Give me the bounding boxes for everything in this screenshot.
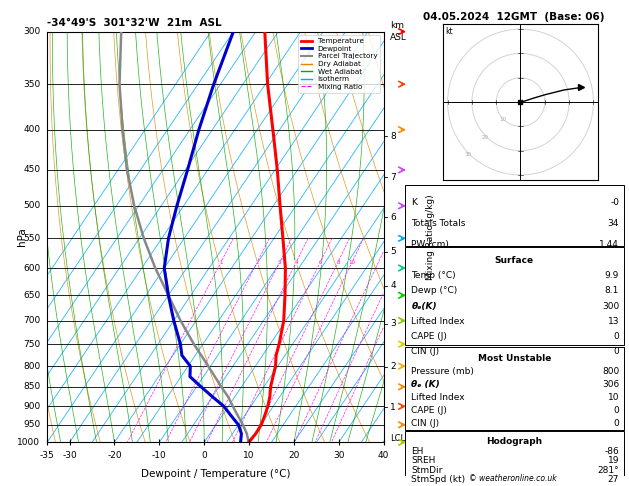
Text: 30: 30 <box>464 152 472 157</box>
Text: 300: 300 <box>602 302 619 311</box>
Text: 6: 6 <box>318 260 322 265</box>
Text: 350: 350 <box>23 80 40 88</box>
Text: 4: 4 <box>391 281 396 290</box>
Text: 20: 20 <box>482 135 489 139</box>
Text: 0: 0 <box>613 419 619 429</box>
Bar <box>405 247 623 345</box>
Text: 550: 550 <box>23 234 40 243</box>
Text: Pressure (mb): Pressure (mb) <box>411 367 474 376</box>
Text: 650: 650 <box>23 291 40 300</box>
Text: -86: -86 <box>604 447 619 455</box>
Text: θₑ (K): θₑ (K) <box>411 380 440 389</box>
Text: LCL: LCL <box>391 434 406 443</box>
Text: θₑ(K): θₑ(K) <box>411 302 437 311</box>
Text: -0: -0 <box>610 198 619 207</box>
Text: 19: 19 <box>608 456 619 465</box>
Bar <box>405 185 623 246</box>
Text: 20: 20 <box>288 451 299 460</box>
Text: 2: 2 <box>391 363 396 371</box>
Text: 800: 800 <box>23 362 40 371</box>
Text: 0: 0 <box>201 451 207 460</box>
Text: -34°49'S  301°32'W  21m  ASL: -34°49'S 301°32'W 21m ASL <box>47 18 222 28</box>
Text: K: K <box>411 198 418 207</box>
Text: 27: 27 <box>608 475 619 485</box>
Text: Mixing Ratio (g/kg): Mixing Ratio (g/kg) <box>426 194 435 280</box>
Text: 8: 8 <box>391 132 396 141</box>
Text: -35: -35 <box>40 451 55 460</box>
Text: 40: 40 <box>378 451 389 460</box>
Text: 4: 4 <box>294 260 298 265</box>
Text: CIN (J): CIN (J) <box>411 347 440 356</box>
Text: 700: 700 <box>23 316 40 325</box>
Text: CAPE (J): CAPE (J) <box>411 332 447 341</box>
Text: Totals Totals: Totals Totals <box>411 219 466 228</box>
Text: 3: 3 <box>391 319 396 329</box>
Text: 600: 600 <box>23 263 40 273</box>
Bar <box>405 431 623 476</box>
Text: 13: 13 <box>608 317 619 326</box>
Text: 0: 0 <box>613 406 619 416</box>
Text: EH: EH <box>411 447 424 455</box>
Text: 950: 950 <box>23 420 40 429</box>
Text: Temp (°C): Temp (°C) <box>411 271 456 280</box>
Text: 30: 30 <box>333 451 345 460</box>
Text: Lifted Index: Lifted Index <box>411 317 465 326</box>
Text: 281°: 281° <box>598 466 619 475</box>
Text: 7: 7 <box>391 173 396 182</box>
Legend: Temperature, Dewpoint, Parcel Trajectory, Dry Adiabat, Wet Adiabat, Isotherm, Mi: Temperature, Dewpoint, Parcel Trajectory… <box>298 35 380 93</box>
Text: 10: 10 <box>348 260 355 265</box>
Text: 0: 0 <box>613 347 619 356</box>
Text: 850: 850 <box>23 382 40 391</box>
Bar <box>405 347 623 430</box>
Text: 1.44: 1.44 <box>599 240 619 249</box>
Text: 6: 6 <box>391 213 396 222</box>
Text: SREH: SREH <box>411 456 436 465</box>
Text: 10: 10 <box>608 393 619 402</box>
Text: 300: 300 <box>23 27 40 36</box>
Text: 10: 10 <box>499 117 506 122</box>
Text: -20: -20 <box>107 451 122 460</box>
Text: Dewpoint / Temperature (°C): Dewpoint / Temperature (°C) <box>141 469 290 479</box>
Text: 8.1: 8.1 <box>604 286 619 295</box>
Text: 10: 10 <box>243 451 255 460</box>
Text: 34: 34 <box>608 219 619 228</box>
Text: © weatheronline.co.uk: © weatheronline.co.uk <box>469 474 557 483</box>
Text: CIN (J): CIN (J) <box>411 419 440 429</box>
Text: StmDir: StmDir <box>411 466 443 475</box>
Text: 5: 5 <box>391 247 396 256</box>
Text: Hodograph: Hodograph <box>486 437 542 446</box>
Text: 2: 2 <box>255 260 259 265</box>
Text: Dewp (°C): Dewp (°C) <box>411 286 458 295</box>
Text: 9.9: 9.9 <box>604 271 619 280</box>
Text: -30: -30 <box>62 451 77 460</box>
Text: 8: 8 <box>336 260 340 265</box>
Text: kt: kt <box>445 27 453 36</box>
Text: Most Unstable: Most Unstable <box>477 354 551 363</box>
Text: hPa: hPa <box>17 227 27 246</box>
Text: 450: 450 <box>23 165 40 174</box>
Text: 500: 500 <box>23 201 40 210</box>
Text: 306: 306 <box>602 380 619 389</box>
Text: StmSpd (kt): StmSpd (kt) <box>411 475 465 485</box>
Text: 800: 800 <box>602 367 619 376</box>
Text: CAPE (J): CAPE (J) <box>411 406 447 416</box>
Text: km: km <box>391 20 404 30</box>
Text: 1: 1 <box>391 402 396 412</box>
Text: 0: 0 <box>613 332 619 341</box>
Text: 750: 750 <box>23 340 40 348</box>
Text: 1000: 1000 <box>18 438 40 447</box>
Text: Surface: Surface <box>494 256 534 265</box>
Text: 900: 900 <box>23 402 40 411</box>
Text: 04.05.2024  12GMT  (Base: 06): 04.05.2024 12GMT (Base: 06) <box>423 12 605 22</box>
Text: 3: 3 <box>278 260 281 265</box>
Text: ASL: ASL <box>391 33 408 42</box>
Text: PW (cm): PW (cm) <box>411 240 449 249</box>
Text: -10: -10 <box>152 451 167 460</box>
Text: 400: 400 <box>23 125 40 134</box>
Text: 1: 1 <box>219 260 223 265</box>
Text: Lifted Index: Lifted Index <box>411 393 465 402</box>
